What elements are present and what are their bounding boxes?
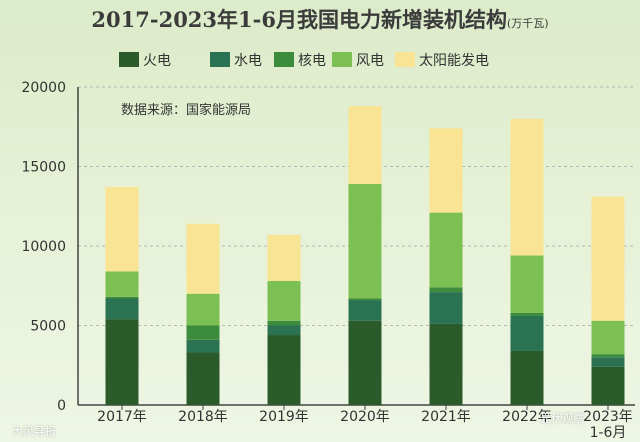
bar-segment	[429, 212, 463, 288]
bar-segment	[267, 325, 301, 336]
legend-swatch	[274, 52, 294, 67]
x-tick-label: 2018年	[178, 409, 228, 425]
bar-segment	[105, 296, 139, 299]
y-tick-label: 20000	[21, 80, 66, 96]
bar-segment	[591, 357, 625, 367]
x-tick-label: 2017年	[97, 409, 147, 425]
chart-title: 2017-2023年1-6月我国电力新增装机结构(万千瓦)	[0, 4, 640, 34]
bar-segment	[267, 335, 301, 405]
legend-label: 太阳能发电	[419, 53, 489, 69]
y-tick-label: 10000	[21, 239, 66, 255]
bar-segment	[348, 183, 382, 299]
bar-segment	[267, 320, 301, 326]
legend-swatch	[332, 52, 352, 67]
bar-segment	[186, 339, 220, 353]
legend-swatch	[395, 52, 415, 67]
bar-segment	[591, 354, 625, 358]
bar-segment	[105, 187, 139, 272]
bar-segment	[267, 280, 301, 321]
source-note: 数据来源：国家能源局	[121, 103, 252, 118]
legend-label: 水电	[234, 53, 262, 69]
bar-segment	[348, 106, 382, 184]
bar-segment	[429, 128, 463, 213]
bar-segment	[348, 320, 382, 405]
y-tick-label: 15000	[21, 160, 66, 176]
bar-segment	[348, 300, 382, 321]
bar-segment	[591, 196, 625, 321]
bar-segment	[591, 320, 625, 355]
bar-segment	[186, 223, 220, 294]
bar-segment	[591, 366, 625, 405]
bar-segment	[186, 325, 220, 340]
bar-segment	[510, 255, 544, 313]
x-tick-label: 2019年	[259, 409, 309, 425]
bar-segment	[186, 352, 220, 405]
x-tick-label: 2023年 1-6月	[583, 409, 633, 441]
legend-swatch	[210, 52, 230, 67]
bar-segment	[348, 298, 382, 301]
legend-label: 火电	[143, 53, 171, 69]
x-tick-label: 2021年	[421, 409, 471, 425]
y-tick-label: 5000	[30, 319, 66, 335]
bar-segment	[510, 118, 544, 256]
bar-segment	[510, 315, 544, 351]
bar-segment	[105, 319, 139, 405]
x-tick-label: 2022年	[502, 409, 552, 425]
bar-segment	[105, 271, 139, 297]
legend-label: 风电	[356, 53, 384, 69]
bar-segment	[510, 312, 544, 316]
bar-segment	[186, 293, 220, 326]
x-tick-label: 2020年	[340, 409, 390, 425]
bar-segment	[429, 292, 463, 324]
legend-label: 核电	[298, 53, 326, 69]
bar-segment	[105, 298, 139, 320]
chart-title-text: 2017-2023年1-6月我国电力新增装机结构	[91, 7, 507, 32]
chart-unit: (万千瓦)	[506, 17, 549, 30]
bar-segment	[429, 323, 463, 405]
bar-segment	[510, 350, 544, 405]
y-tick-label: 0	[57, 398, 66, 414]
watermark-left: 大风导报	[12, 425, 56, 438]
watermark-right: 光伏观察	[540, 412, 584, 425]
legend-swatch	[119, 52, 139, 67]
bar-segment	[267, 234, 301, 281]
bar-segment	[429, 287, 463, 293]
